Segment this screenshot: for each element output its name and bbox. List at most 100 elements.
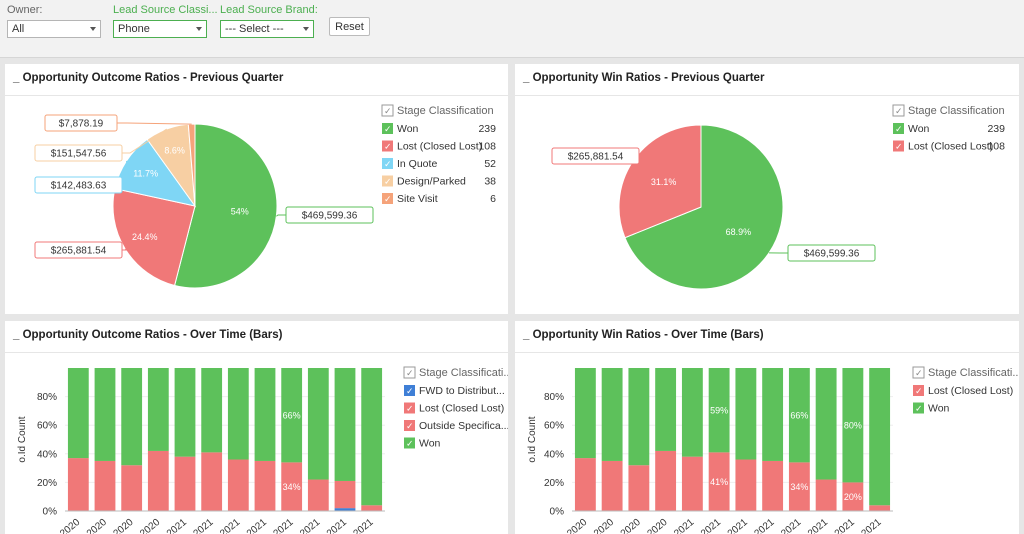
check-icon: ✓ bbox=[406, 439, 414, 449]
check-icon: ✓ bbox=[384, 177, 392, 187]
bar-segment-won bbox=[815, 368, 837, 480]
legend-label-won: Won bbox=[928, 403, 950, 415]
panel-divider bbox=[5, 95, 508, 96]
x-tick-label: 2021 bbox=[726, 517, 750, 534]
check-icon: ✓ bbox=[384, 194, 392, 204]
chevron-down-icon bbox=[90, 27, 96, 31]
callout-amount-lost-closed-lost: $265,881.54 bbox=[568, 152, 624, 163]
legend-label-site-visit: Site Visit bbox=[397, 193, 438, 205]
pie-percent-label-lost-closed-lost: 24.4% bbox=[132, 232, 158, 242]
callout-amount-won: $469,599.36 bbox=[804, 249, 860, 260]
bar-segment-lost-closed-lost bbox=[361, 505, 383, 511]
reset-button[interactable]: Reset bbox=[329, 17, 370, 36]
legend-title-checkbox bbox=[381, 104, 394, 117]
x-tick-label: 2021 bbox=[191, 517, 215, 534]
brand-filter-label: Lead Source Brand: bbox=[220, 4, 318, 16]
check-icon: ✓ bbox=[895, 142, 903, 152]
x-tick-label: 2020 bbox=[565, 517, 589, 534]
bar-segment-fwd-to-distribut bbox=[334, 508, 356, 511]
pie-percent-label-won: 54% bbox=[231, 207, 249, 217]
legend-label-lost-closed-lost: Lost (Closed Lost) bbox=[928, 385, 1013, 397]
legend-swatch-lost-closed-lost bbox=[893, 140, 904, 152]
bar-segment-won bbox=[201, 368, 223, 453]
bar-segment-lost-closed-lost bbox=[681, 456, 703, 511]
callout-box-in-quote bbox=[34, 176, 123, 194]
bar-segment-lost-closed-lost bbox=[147, 450, 169, 511]
legend-swatch-won bbox=[893, 123, 904, 134]
bar-segment-won bbox=[842, 368, 864, 483]
legend-swatch-won bbox=[913, 402, 924, 414]
legend-count-lost-closed-lost: 108 bbox=[478, 141, 496, 153]
bar-segment-won bbox=[762, 368, 784, 461]
x-tick-label: 2021 bbox=[699, 517, 723, 534]
legend-title: Stage Classificati... bbox=[928, 367, 1019, 379]
bar-segment-won bbox=[681, 368, 703, 457]
check-icon: ✓ bbox=[406, 386, 414, 396]
bar-segment-lost-closed-lost bbox=[67, 458, 89, 511]
bar-segment-lost-closed-lost bbox=[94, 460, 116, 511]
bar-segment-lost-closed-lost bbox=[201, 452, 223, 511]
bar-segment-won bbox=[281, 368, 303, 463]
legend-label-lost-closed-lost: Lost (Closed Lost) bbox=[908, 141, 993, 153]
x-tick-label: 2020 bbox=[138, 517, 162, 534]
check-icon: ✓ bbox=[384, 106, 392, 116]
bar-segment-won bbox=[94, 368, 116, 461]
owner-select[interactable]: All bbox=[7, 20, 101, 38]
panel-divider bbox=[5, 352, 508, 353]
filter-bar: Owner: All Lead Source Classi... Phone L… bbox=[0, 0, 1024, 58]
outcome-ratios-time-panel: _ Opportunity Outcome Ratios - Over Time… bbox=[5, 321, 508, 534]
legend-label-won: Won bbox=[419, 438, 441, 450]
callout-line-design-parked bbox=[122, 128, 168, 154]
legend-swatch-won bbox=[404, 437, 415, 449]
legend-label-won: Won bbox=[908, 123, 930, 135]
lead-source-filter: Lead Source Classi... Phone bbox=[113, 4, 218, 38]
bar-data-label: 59% bbox=[710, 406, 728, 416]
legend-count-won: 239 bbox=[478, 123, 496, 135]
legend-title: Stage Classificati... bbox=[419, 367, 508, 379]
bar-segment-lost-closed-lost bbox=[869, 505, 891, 511]
legend-swatch-won bbox=[382, 123, 393, 134]
callout-box-won bbox=[285, 206, 374, 224]
bar-segment-won bbox=[307, 368, 329, 480]
bar-segment-lost-closed-lost bbox=[842, 482, 864, 511]
x-tick-label: 2020 bbox=[111, 517, 135, 534]
x-tick-label: 2020 bbox=[619, 517, 643, 534]
legend-label-fwd-to-distribut: FWD to Distribut... bbox=[419, 385, 505, 397]
y-tick-label: 80% bbox=[544, 392, 564, 403]
legend-swatch-design-parked bbox=[382, 175, 393, 187]
x-tick-label: 2021 bbox=[245, 517, 269, 534]
x-tick-label: 2020 bbox=[592, 517, 616, 534]
bar-segment-won bbox=[869, 368, 891, 506]
x-tick-label: 2020 bbox=[645, 517, 669, 534]
bar-segment-lost-closed-lost bbox=[574, 458, 596, 511]
bar-segment-lost-closed-lost bbox=[254, 460, 276, 511]
check-icon: ✓ bbox=[915, 386, 923, 396]
callout-amount-lost-closed-lost: $265,881.54 bbox=[51, 246, 107, 257]
y-tick-label: 20% bbox=[544, 478, 564, 489]
legend-title-checkbox bbox=[403, 366, 416, 379]
bar-segment-won bbox=[574, 368, 596, 459]
legend-title: Stage Classification bbox=[908, 105, 1005, 117]
panel-title: _ Opportunity Win Ratios - Previous Quar… bbox=[523, 72, 765, 84]
legend-label-in-quote: In Quote bbox=[397, 158, 437, 170]
brand-filter: Lead Source Brand: --- Select --- bbox=[220, 4, 318, 38]
bar-data-label: 66% bbox=[283, 411, 301, 421]
legend-label-lost-closed-lost: Lost (Closed Lost) bbox=[419, 403, 504, 415]
x-tick-label: 2021 bbox=[218, 517, 242, 534]
brand-select[interactable]: --- Select --- bbox=[220, 20, 314, 38]
win-bar-chart: 0%20%40%60%80%2020 2020 2020 2020 2021 2021 20… bbox=[527, 366, 1019, 534]
lead-source-select[interactable]: Phone bbox=[113, 20, 207, 38]
bar-segment-lost-closed-lost bbox=[281, 462, 303, 511]
pie-percent-label-lost-closed-lost: 31.1% bbox=[651, 177, 677, 187]
y-tick-label: 40% bbox=[544, 449, 564, 460]
chevron-down-icon bbox=[196, 27, 202, 31]
panel-title: _ Opportunity Outcome Ratios - Over Time… bbox=[13, 329, 283, 341]
lead-source-filter-label: Lead Source Classi... bbox=[113, 4, 218, 16]
bar-segment-lost-closed-lost bbox=[601, 460, 623, 511]
x-tick-label: 2020 bbox=[58, 517, 82, 534]
y-tick-label: 40% bbox=[37, 449, 57, 460]
panel-divider bbox=[515, 95, 1019, 96]
check-icon: ✓ bbox=[384, 124, 392, 134]
legend-title-checkbox bbox=[892, 104, 905, 117]
bar-data-label: 34% bbox=[790, 482, 808, 492]
